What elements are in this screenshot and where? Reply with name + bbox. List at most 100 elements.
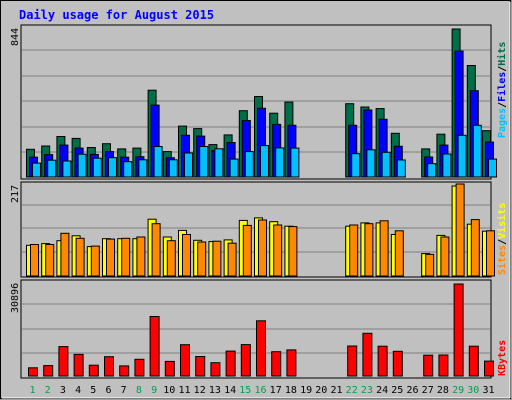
bar-kbytes-5 (88, 364, 99, 377)
legend-visits: Visits (496, 203, 508, 239)
bar-sites-29 (455, 183, 465, 277)
x-label-day-20: 20 (315, 385, 327, 396)
bar-sites-4 (75, 237, 85, 277)
legend-sep-1: / (497, 102, 508, 108)
bar-kbytes-2 (43, 365, 54, 377)
bar-pages-4 (77, 153, 87, 178)
x-axis-labels: 1 2 3 4 5 6 7 8 9 10 11 12 13 14 15 16 17 18 19 20 21 22 23 24 2… (29, 385, 494, 396)
bar-pages-7 (123, 161, 133, 178)
bar-sites-30 (470, 219, 480, 277)
bar-sites-23 (364, 223, 374, 277)
ymax-top-label: 844 (10, 28, 21, 46)
bar-sites-1 (30, 244, 39, 277)
bar-sites-12 (197, 241, 207, 277)
legend-sep-2: / (497, 66, 508, 72)
bar-sites-9 (151, 223, 161, 277)
bar-kbytes-8 (134, 358, 145, 377)
bar-kbytes-15 (240, 344, 251, 377)
x-label-day-12: 12 (194, 385, 206, 396)
bar-sites-5 (90, 245, 100, 277)
bar-sites-17 (273, 224, 283, 277)
bar-kbytes-28 (438, 354, 449, 377)
ymax-bottom-label: 30896 (10, 283, 21, 313)
legend-files: Files (496, 72, 508, 102)
bar-pages-14 (229, 158, 239, 178)
bar-pages-12 (199, 146, 209, 178)
legend-sites: Sites (496, 245, 508, 275)
bar-sites-6 (106, 238, 115, 277)
bar-pages-10 (168, 159, 178, 178)
bar-pages-30 (472, 124, 482, 178)
bar-sites-24 (379, 220, 389, 277)
bar-kbytes-16 (256, 320, 266, 377)
bar-sites-25 (394, 230, 404, 277)
bar-sites-22 (349, 224, 359, 277)
legend-kbytes: KBytes (497, 340, 508, 376)
x-label-day-30: 30 (467, 385, 479, 396)
bar-kbytes-9 (149, 316, 160, 377)
x-label-day-23: 23 (361, 385, 373, 396)
bar-pages-31 (488, 158, 497, 178)
x-label-day-15: 15 (239, 385, 251, 396)
bar-pages-23 (366, 149, 376, 178)
bar-kbytes-11 (180, 344, 190, 377)
bar-kbytes-10 (164, 360, 175, 377)
bar-kbytes-1 (28, 367, 38, 377)
bar-sites-28 (440, 236, 450, 277)
bar-kbytes-31 (484, 360, 494, 377)
x-label-day-19: 19 (300, 385, 312, 396)
bar-kbytes-29 (453, 283, 464, 377)
bar-pages-2 (47, 159, 57, 178)
legend-middle: Sites/Visits (496, 203, 508, 275)
bar-sites-11 (182, 234, 191, 277)
x-label-day-7: 7 (121, 385, 127, 396)
bar-kbytes-24 (377, 345, 388, 377)
bar-kbytes-12 (195, 356, 206, 377)
bar-sites-10 (166, 240, 176, 277)
bar-pages-22 (351, 153, 361, 178)
bar-pages-15 (244, 151, 254, 178)
x-label-day-25: 25 (391, 385, 403, 396)
x-label-day-5: 5 (90, 385, 96, 396)
chart-title: Daily usage for August 2015 (19, 8, 214, 22)
bar-kbytes-17 (271, 351, 282, 377)
bar-sites-14 (227, 242, 237, 277)
legend-hits: Hits (496, 42, 508, 66)
bar-kbytes-30 (468, 345, 479, 377)
legend-pages: Pages (497, 108, 508, 138)
bar-pages-5 (92, 157, 102, 178)
x-label-day-4: 4 (75, 385, 81, 396)
bar-sites-18 (288, 226, 298, 277)
bar-pages-28 (442, 153, 452, 178)
x-label-day-17: 17 (270, 385, 282, 396)
x-label-day-22: 22 (346, 385, 358, 396)
chart-marks (26, 28, 497, 377)
bar-kbytes-22 (347, 345, 358, 377)
bar-kbytes-4 (73, 353, 84, 377)
x-label-day-11: 11 (178, 385, 190, 396)
x-label-day-3: 3 (60, 385, 66, 396)
x-label-day-26: 26 (406, 385, 418, 396)
legend-top: Pages/Files/Hits (496, 42, 508, 138)
x-label-day-14: 14 (224, 385, 236, 396)
x-label-day-31: 31 (482, 385, 494, 396)
x-label-day-6: 6 (105, 385, 111, 396)
x-label-day-1: 1 (29, 385, 35, 396)
x-label-day-2: 2 (45, 385, 51, 396)
bar-sites-2 (45, 244, 55, 277)
bar-kbytes-13 (210, 362, 221, 377)
bar-kbytes-3 (58, 346, 69, 377)
bar-pages-16 (260, 145, 269, 178)
bar-sites-7 (121, 237, 131, 277)
bar-sites-3 (60, 232, 70, 277)
x-label-day-8: 8 (136, 385, 142, 396)
x-label-day-27: 27 (422, 385, 434, 396)
bar-sites-15 (242, 224, 252, 277)
bar-pages-3 (62, 160, 72, 178)
bar-kbytes-18 (286, 349, 297, 377)
bar-pages-29 (457, 134, 467, 178)
bar-sites-13 (212, 240, 222, 277)
bar-pages-13 (214, 148, 224, 178)
bar-pages-8 (138, 159, 148, 178)
bar-sites-27 (425, 253, 435, 277)
